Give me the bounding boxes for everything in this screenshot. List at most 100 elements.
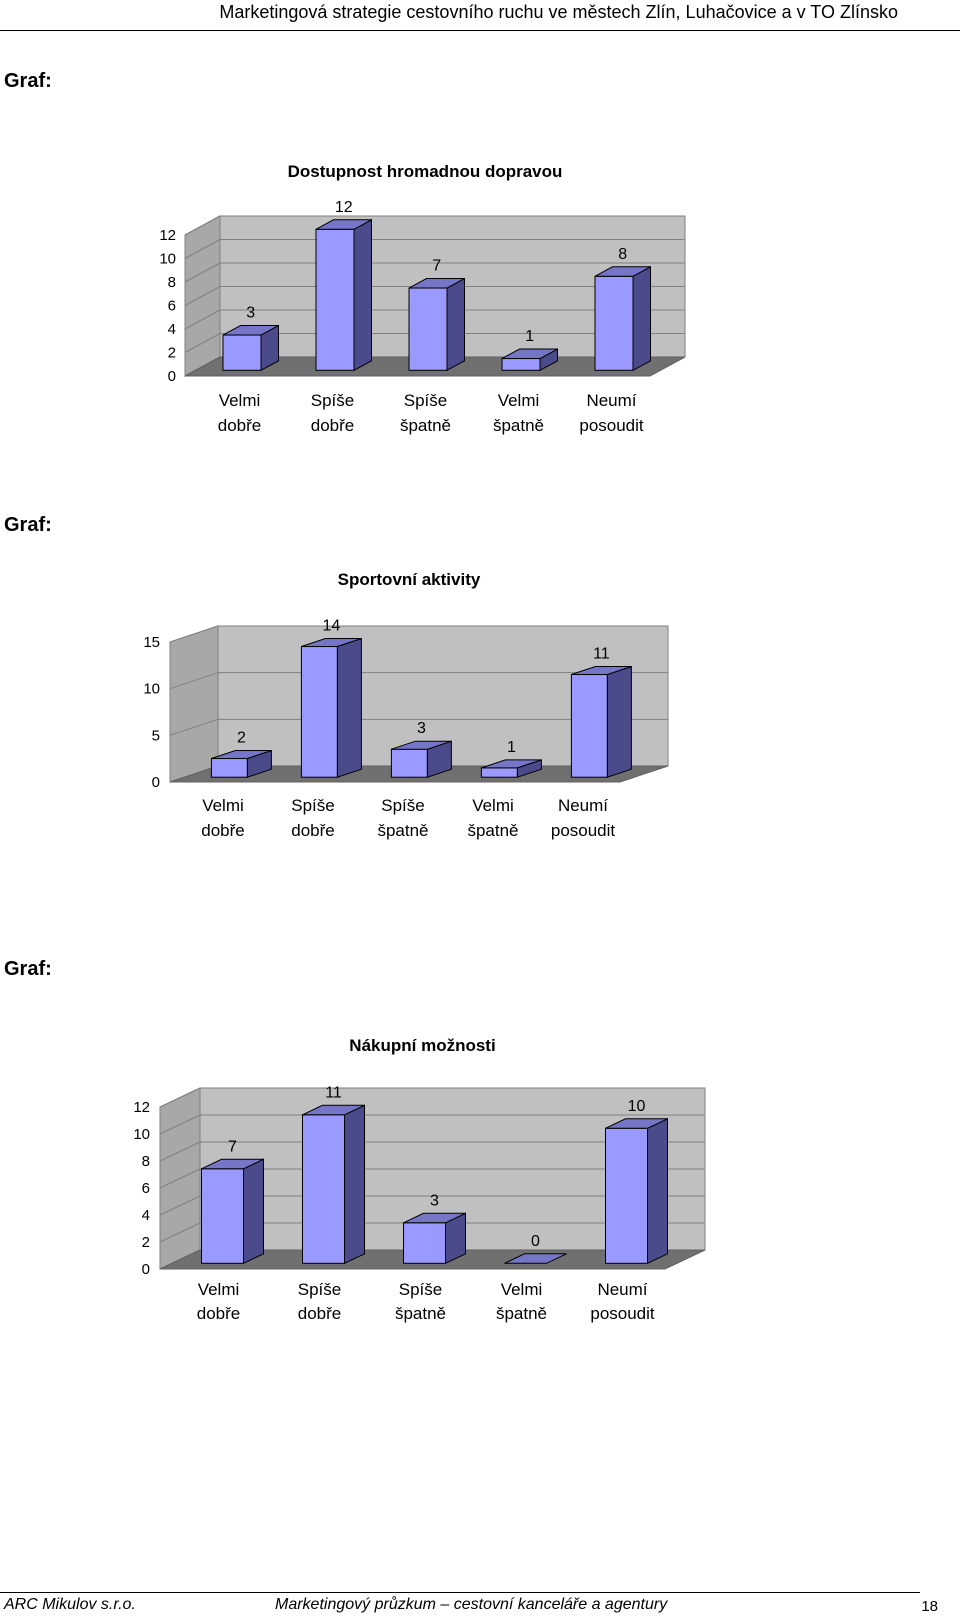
bar-front <box>315 228 355 371</box>
data-label: 11 <box>325 1084 342 1101</box>
category-label: Velmi <box>219 391 261 410</box>
gridline <box>184 215 221 236</box>
category-label: Spíše <box>311 391 354 410</box>
bar-front <box>300 646 338 778</box>
chart-title: Sportovní aktivity <box>338 570 481 589</box>
category-label: Velmi <box>202 796 244 815</box>
gridline <box>159 1114 201 1135</box>
y-tick-label: 12 <box>133 1099 150 1116</box>
category-label: dobře <box>201 821 244 840</box>
bar-front <box>222 334 262 371</box>
bar-top <box>408 278 465 289</box>
category-label: posoudit <box>590 1304 655 1323</box>
chart-title: Dostupnost hromadnou dopravou <box>288 162 563 181</box>
data-label: 2 <box>237 730 246 747</box>
gridline <box>184 309 221 330</box>
data-label: 7 <box>432 258 441 275</box>
category-label: Spíše <box>291 796 334 815</box>
y-tick-label: 4 <box>168 321 176 338</box>
bar-front <box>403 1222 446 1264</box>
category-label: špatně <box>493 416 544 435</box>
y-tick-label: 0 <box>142 1261 150 1278</box>
bar-side <box>632 265 651 372</box>
data-label: 0 <box>531 1233 540 1250</box>
gridline <box>184 262 221 283</box>
bar-side <box>647 1118 668 1265</box>
category-label: Neumí <box>558 796 608 815</box>
bar-top <box>571 666 632 676</box>
bar-front <box>201 1168 244 1264</box>
category-label: posoudit <box>579 416 644 435</box>
y-tick-label: 10 <box>159 251 176 268</box>
footer-company: ARC Mikulov s.r.o. <box>4 1596 136 1613</box>
bar-side <box>606 665 632 778</box>
y-tick-label: 8 <box>168 274 176 291</box>
category-label: dobře <box>291 821 334 840</box>
bar-side <box>243 1158 264 1265</box>
y-tick-label: 10 <box>143 681 160 698</box>
category-label: Velmi <box>472 796 514 815</box>
category-label: Neumí <box>586 391 636 410</box>
bar-side <box>446 277 465 372</box>
bar-top <box>605 1118 668 1129</box>
gridline <box>159 1195 201 1216</box>
bar-front <box>302 1114 345 1264</box>
chart-sportovni: 0 5 10 15 Sportovní aktivity 2 Velmi dobře 14 Spí… <box>143 570 669 840</box>
chart-title: Nákupní možnosti <box>349 1036 495 1055</box>
bar-side <box>353 218 372 372</box>
page-number: 18 <box>921 1598 938 1615</box>
bar-front <box>210 758 248 778</box>
category-label: Spíše <box>381 796 424 815</box>
bar-top <box>201 1158 264 1170</box>
y-tick-label: 6 <box>168 298 176 315</box>
data-label: 1 <box>525 328 534 345</box>
category-label: špatně <box>395 1304 446 1323</box>
bar-side <box>336 637 362 778</box>
category-label: Velmi <box>498 391 540 410</box>
chart-dostupnost: 0 2 4 6 8 10 12 Dostupnost hromadnou dopravou 3 V… <box>159 162 686 435</box>
gridline <box>184 333 221 353</box>
category-label: dobře <box>311 416 354 435</box>
data-label: 11 <box>593 646 610 663</box>
page-header-title: Marketingová strategie cestovního ruchu … <box>219 2 898 22</box>
y-tick-label: 5 <box>152 727 160 744</box>
bar-top <box>403 1212 466 1224</box>
bar-front <box>480 767 518 778</box>
data-label: 3 <box>246 305 255 322</box>
gridline <box>169 672 219 690</box>
bar-top <box>391 740 452 750</box>
y-tick-label: 8 <box>142 1153 150 1170</box>
gridline <box>184 239 221 259</box>
category-label: Velmi <box>198 1280 240 1299</box>
bar-top <box>501 348 558 360</box>
data-label: 1 <box>507 739 516 756</box>
category-label: Neumí <box>597 1280 647 1299</box>
graf-label-1: Graf: <box>4 70 52 92</box>
bar-front <box>570 674 608 778</box>
graf-label-3: Graf: <box>4 958 52 980</box>
bar-top <box>594 266 651 277</box>
data-label: 12 <box>335 199 353 216</box>
bar-top <box>504 1253 567 1264</box>
data-label: 3 <box>430 1192 439 1209</box>
data-label: 8 <box>618 246 627 263</box>
footer-subtitle: Marketingový průzkum – cestovní kancelář… <box>275 1596 668 1613</box>
y-tick-label: 15 <box>143 634 160 651</box>
category-label: dobře <box>218 416 261 435</box>
category-label: Spíše <box>404 391 447 410</box>
bar-front <box>594 275 634 371</box>
category-label: dobře <box>197 1304 240 1323</box>
y-tick-label: 10 <box>133 1126 150 1143</box>
footer-divider <box>0 1592 920 1593</box>
bar-side <box>344 1104 365 1265</box>
y-tick-label: 2 <box>168 345 176 362</box>
gridline <box>184 286 221 306</box>
data-label: 10 <box>628 1098 646 1115</box>
y-tick-label: 4 <box>142 1207 150 1224</box>
bar-top <box>302 1104 365 1116</box>
bar-top <box>481 759 542 769</box>
category-label: posoudit <box>551 821 616 840</box>
gridline <box>159 1141 201 1162</box>
y-tick-label: 0 <box>168 368 176 385</box>
category-label: špatně <box>496 1304 547 1323</box>
